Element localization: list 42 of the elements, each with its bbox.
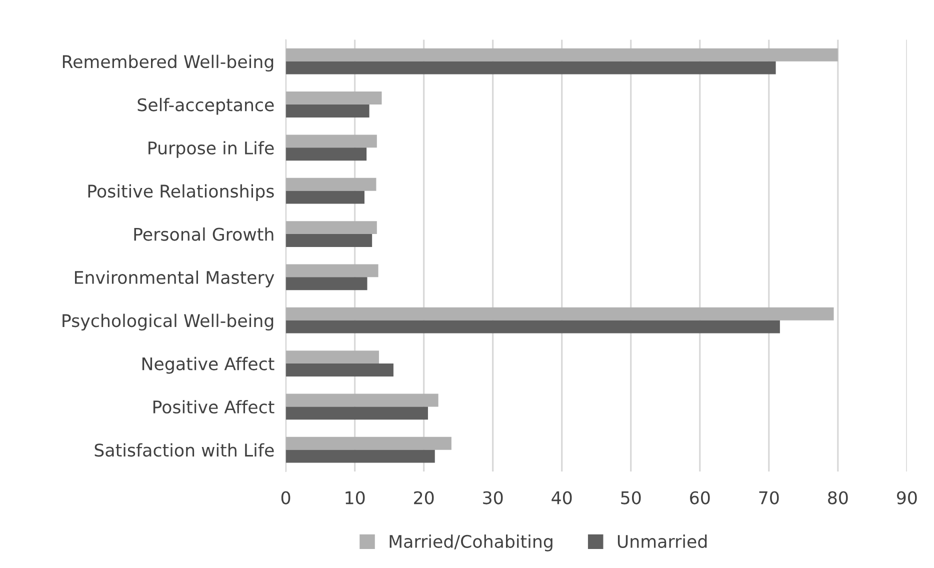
bar [286, 350, 379, 364]
bar [286, 48, 838, 62]
bar [286, 277, 368, 290]
x-tick-label: 70 [759, 491, 779, 504]
y-tick-label: Personal Growth [134, 227, 274, 241]
bar [286, 221, 377, 234]
y-tick-label: Psychological Well-being [62, 314, 274, 331]
x-tick-label: 90 [896, 491, 917, 504]
bar [286, 307, 834, 320]
y-tick-label: Positive Affect [153, 400, 274, 414]
x-tick-label: 40 [552, 491, 572, 504]
bar [286, 148, 367, 161]
bar [286, 61, 776, 74]
x-tick-label: 50 [621, 491, 641, 504]
bar [286, 264, 378, 278]
bar [286, 450, 435, 463]
x-tick-label: 10 [346, 491, 365, 504]
bar [286, 320, 780, 334]
x-tick-label: 30 [483, 491, 503, 504]
bar [286, 134, 377, 148]
bar [286, 364, 394, 376]
y-tick-label: Self-acceptance [138, 98, 274, 115]
x-tick-label: 20 [414, 491, 434, 504]
bar [286, 406, 428, 420]
y-tick-label: Purpose in Life [148, 141, 274, 158]
y-tick-label: Negative Affect [142, 356, 274, 374]
y-tick-label: Satisfaction with Life [94, 443, 274, 457]
legend-label: Married/Cohabiting [390, 534, 552, 552]
bar [286, 92, 382, 105]
bar [286, 436, 452, 450]
bar [286, 234, 372, 247]
legend-label: Unmarried [618, 534, 707, 548]
bar [286, 104, 370, 118]
bar [286, 178, 376, 191]
x-tick-label: 80 [828, 491, 848, 504]
bar [286, 190, 364, 204]
y-tick-label: Environmental Mastery [75, 270, 274, 288]
bar [286, 394, 438, 407]
y-tick-label: Remembered Well-being [62, 54, 274, 72]
x-tick-label: 0 [281, 491, 290, 504]
y-tick-label: Positive Relationships [88, 184, 274, 202]
x-tick-label: 60 [690, 491, 710, 504]
